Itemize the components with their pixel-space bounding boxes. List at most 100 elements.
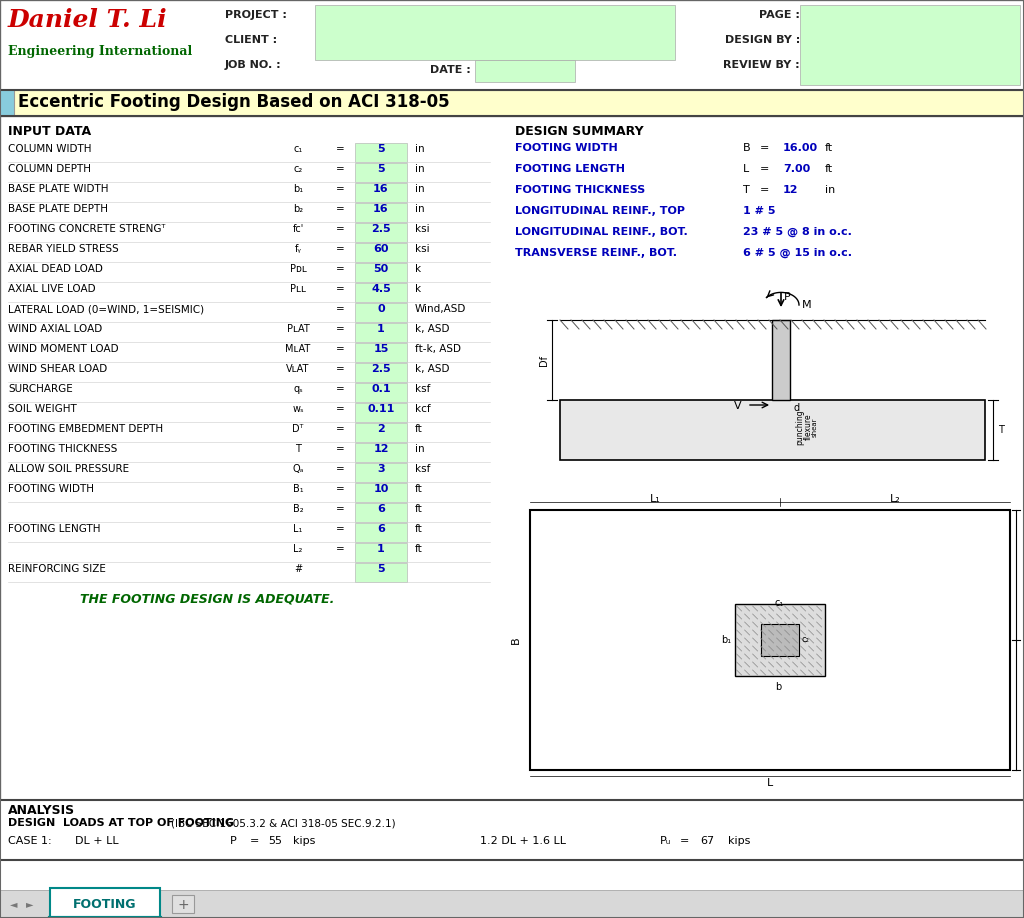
Text: =: = — [336, 204, 344, 214]
Text: BASE PLATE DEPTH: BASE PLATE DEPTH — [8, 204, 108, 214]
Bar — [355, 243, 407, 262]
Text: FOOTING LENGTH: FOOTING LENGTH — [515, 164, 625, 174]
Text: in: in — [825, 185, 836, 195]
Text: in: in — [415, 444, 425, 454]
Text: =: = — [336, 484, 344, 494]
Text: ft: ft — [415, 504, 423, 514]
Bar — [355, 503, 407, 522]
Bar — [355, 203, 407, 222]
Text: k, ASD: k, ASD — [415, 324, 450, 334]
Text: ft: ft — [415, 524, 423, 534]
Text: L₂: L₂ — [293, 544, 303, 554]
Text: 0: 0 — [377, 304, 385, 314]
Bar — [355, 383, 407, 402]
Text: c₂: c₂ — [293, 164, 303, 174]
Bar — [560, 400, 985, 460]
Bar — [0, 890, 1024, 918]
Bar — [355, 343, 407, 362]
Text: P: P — [230, 836, 237, 846]
Bar — [0, 90, 14, 116]
Text: 6: 6 — [377, 524, 385, 534]
Bar — [315, 5, 675, 60]
Bar — [355, 263, 407, 282]
Text: Wind,ASD: Wind,ASD — [415, 304, 466, 314]
Text: ft: ft — [415, 484, 423, 494]
Bar — [355, 283, 407, 302]
Text: CASE 1:: CASE 1: — [8, 836, 51, 846]
Text: punching: punching — [795, 409, 804, 445]
Text: in: in — [415, 144, 425, 154]
Bar — [355, 303, 407, 322]
Text: c₁: c₁ — [293, 144, 303, 154]
Text: WIND AXIAL LOAD: WIND AXIAL LOAD — [8, 324, 102, 334]
Text: REVIEW BY :: REVIEW BY : — [723, 60, 800, 70]
Text: MʟAT: MʟAT — [286, 344, 310, 354]
Text: Daniel T. Li: Daniel T. Li — [8, 8, 168, 32]
Text: FOOTING: FOOTING — [74, 898, 137, 911]
Text: fᵧ: fᵧ — [295, 244, 301, 254]
Text: =: = — [336, 164, 344, 174]
Text: in: in — [415, 184, 425, 194]
Bar — [355, 163, 407, 182]
Bar — [761, 624, 799, 656]
Text: COLUMN WIDTH: COLUMN WIDTH — [8, 144, 91, 154]
Text: ksi: ksi — [415, 244, 430, 254]
Text: 10: 10 — [374, 484, 389, 494]
Text: =: = — [336, 364, 344, 374]
Text: DESIGN BY :: DESIGN BY : — [725, 35, 800, 45]
Text: =: = — [760, 185, 769, 195]
Text: ksi: ksi — [415, 224, 430, 234]
Text: c₂: c₂ — [802, 635, 810, 644]
Text: PAGE :: PAGE : — [759, 10, 800, 20]
Text: in: in — [415, 204, 425, 214]
Text: d: d — [793, 403, 799, 413]
Text: 5: 5 — [377, 164, 385, 174]
Text: ft: ft — [415, 424, 423, 434]
Bar — [355, 563, 407, 582]
Text: =: = — [336, 504, 344, 514]
Bar — [50, 888, 160, 918]
Text: =: = — [336, 224, 344, 234]
Text: 60: 60 — [374, 244, 389, 254]
Text: L₁: L₁ — [293, 524, 303, 534]
Text: in: in — [415, 164, 425, 174]
Text: 1 # 5: 1 # 5 — [743, 206, 775, 216]
Text: 0.11: 0.11 — [368, 404, 394, 414]
Text: ksf: ksf — [415, 384, 430, 394]
Text: 50: 50 — [374, 264, 389, 274]
Text: B: B — [743, 143, 751, 153]
Text: AXIAL LIVE LOAD: AXIAL LIVE LOAD — [8, 284, 95, 294]
Text: Eccentric Footing Design Based on ACI 318-05: Eccentric Footing Design Based on ACI 31… — [18, 93, 450, 111]
Bar — [355, 443, 407, 462]
Text: PʟAT: PʟAT — [287, 324, 309, 334]
Text: (IBC SEC.1605.3.2 & ACI 318-05 SEC.9.2.1): (IBC SEC.1605.3.2 & ACI 318-05 SEC.9.2.1… — [171, 818, 396, 828]
Text: 4.5: 4.5 — [371, 284, 391, 294]
Text: FOOTING WIDTH: FOOTING WIDTH — [8, 484, 94, 494]
Text: B₁: B₁ — [293, 484, 303, 494]
Text: L: L — [743, 164, 750, 174]
Text: fᴄ': fᴄ' — [293, 224, 304, 234]
Text: =: = — [250, 836, 259, 846]
Text: 15: 15 — [374, 344, 389, 354]
Text: kips: kips — [293, 836, 315, 846]
Bar — [355, 523, 407, 542]
Text: =: = — [680, 836, 689, 846]
Text: =: = — [760, 164, 769, 174]
Text: TRANSVERSE REINF., BOT.: TRANSVERSE REINF., BOT. — [515, 248, 677, 258]
Text: WIND MOMENT LOAD: WIND MOMENT LOAD — [8, 344, 119, 354]
Text: b₁: b₁ — [293, 184, 303, 194]
Text: wₛ: wₛ — [292, 404, 304, 414]
Text: =: = — [336, 324, 344, 334]
Text: FOOTING WIDTH: FOOTING WIDTH — [515, 143, 617, 153]
Text: 12: 12 — [374, 444, 389, 454]
Text: 55: 55 — [268, 836, 282, 846]
Text: T: T — [998, 425, 1004, 435]
Bar — [0, 0, 1024, 90]
Text: 16: 16 — [373, 204, 389, 214]
Text: VʟAT: VʟAT — [287, 364, 309, 374]
Bar — [355, 543, 407, 562]
Text: T: T — [295, 444, 301, 454]
Text: 3: 3 — [377, 464, 385, 474]
Text: ft: ft — [415, 544, 423, 554]
Text: COLUMN DEPTH: COLUMN DEPTH — [8, 164, 91, 174]
